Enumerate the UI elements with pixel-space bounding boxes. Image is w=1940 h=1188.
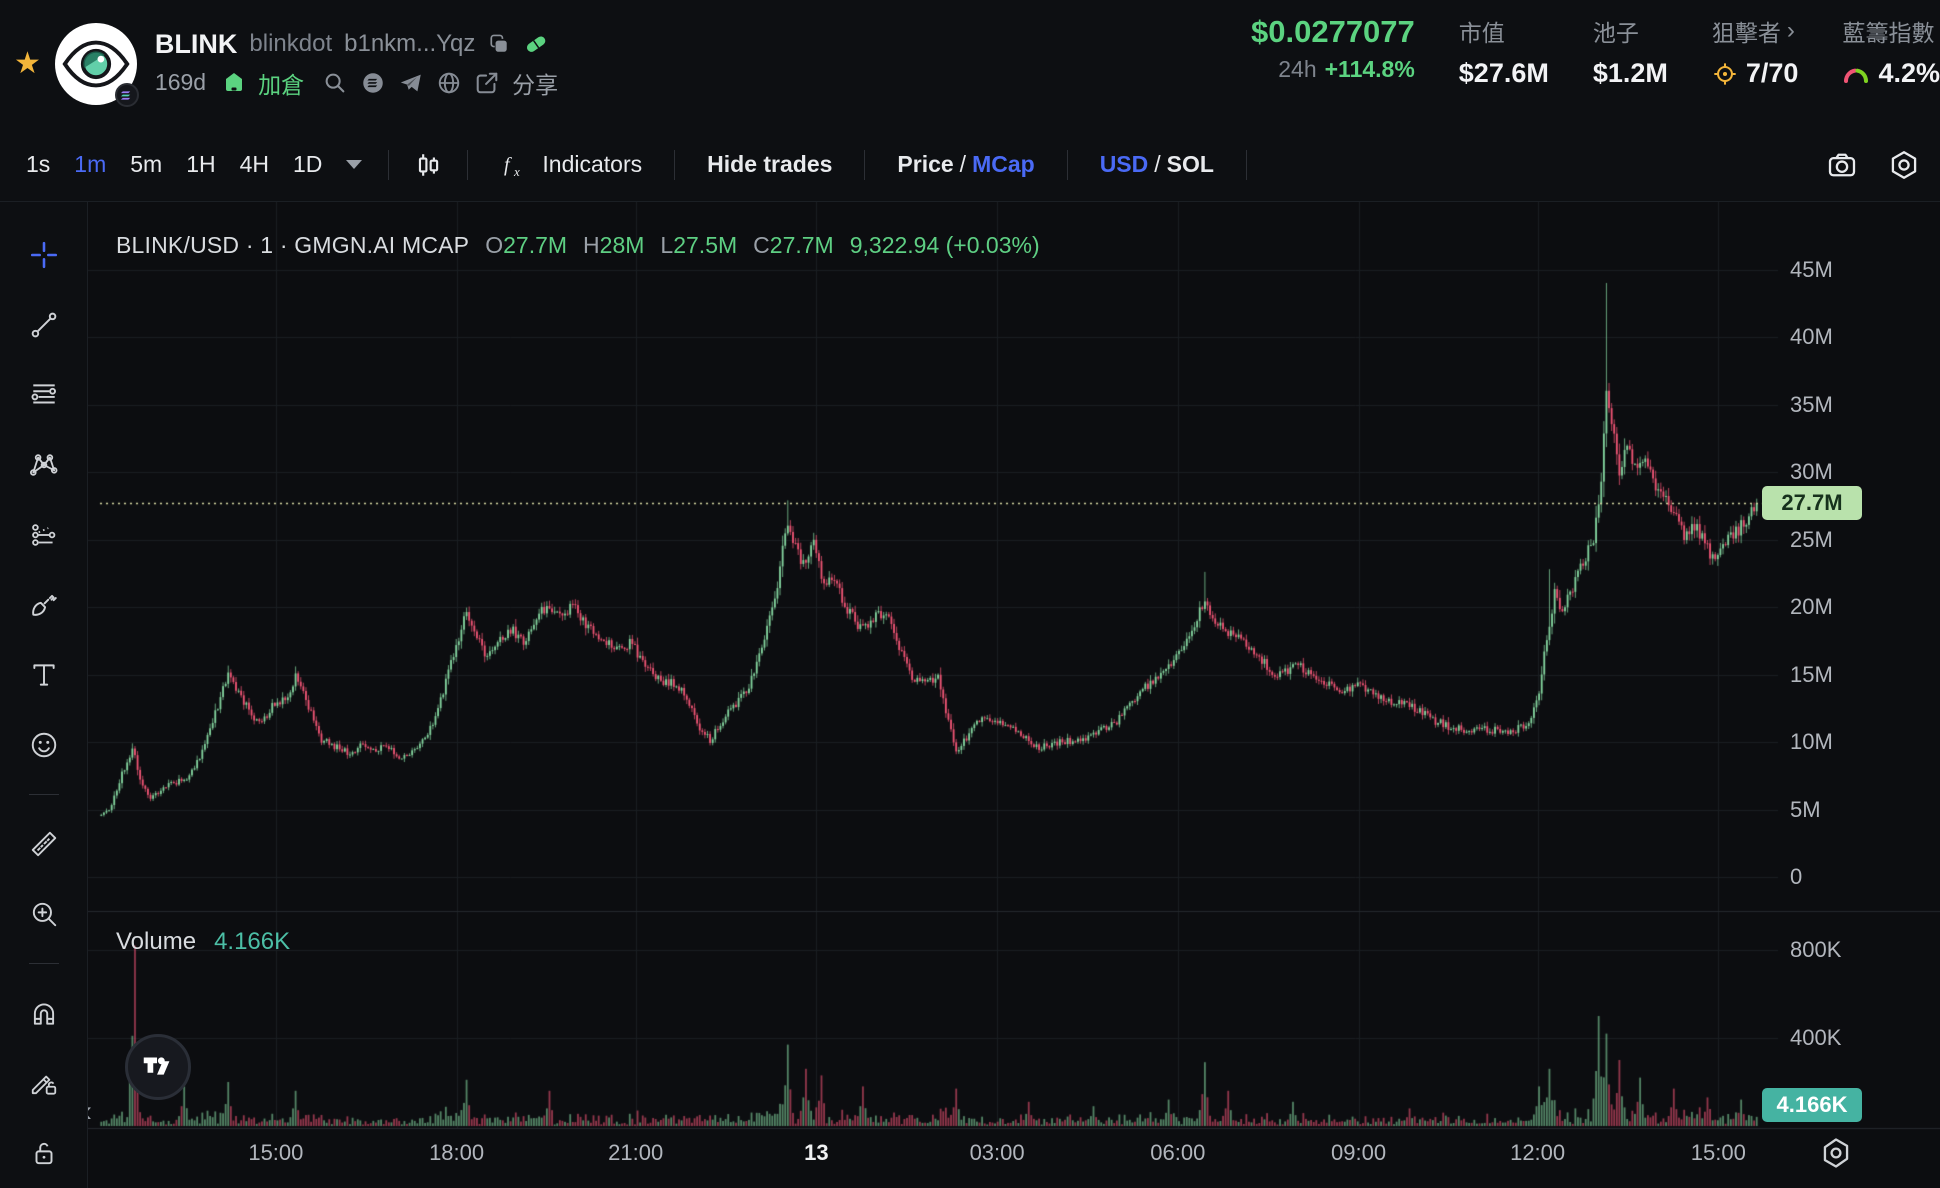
- tool-xabcd-pattern-icon[interactable]: [21, 442, 67, 488]
- token-age: 169d: [154, 69, 207, 95]
- interval-5m[interactable]: 5m: [130, 151, 163, 177]
- token-header: ★ BLINK blinkdot b1nkm...Yqz: [0, 0, 1940, 128]
- add-position-label[interactable]: 加倉: [258, 71, 305, 98]
- price-tick: 0: [1790, 864, 1803, 889]
- interval-caret-icon[interactable]: [346, 160, 363, 169]
- tradingview-logo[interactable]: [125, 1034, 191, 1100]
- tool-projection-icon[interactable]: [21, 512, 67, 558]
- interval-1H[interactable]: 1H: [186, 151, 216, 177]
- price-tick: 45M: [1790, 256, 1833, 282]
- favorite-star-icon[interactable]: ★: [14, 47, 41, 80]
- hide-trades-button[interactable]: Hide trades: [707, 151, 833, 177]
- sniper-target-icon: [1714, 62, 1736, 85]
- stat-pool: 池子 $1.2M: [1592, 20, 1668, 88]
- chart-legend: BLINK/USD · 1 · GMGN.AI MCAP O27.7M H28M…: [116, 232, 1040, 258]
- tool-crosshair-icon[interactable]: [21, 232, 67, 278]
- current-price-badge: 27.7M: [1762, 486, 1862, 520]
- solana-chain-badge: [114, 83, 139, 107]
- tool-zoom-in-icon[interactable]: [21, 891, 67, 937]
- time-tick: 13: [804, 1140, 829, 1165]
- share-icon[interactable]: [474, 70, 500, 96]
- price-tick: 5M: [1790, 796, 1821, 822]
- tool-text-icon[interactable]: [21, 652, 67, 698]
- price-tick: 15M: [1790, 661, 1833, 687]
- price-mcap-toggle[interactable]: Price / MCap: [897, 151, 1035, 177]
- eye-logo-icon: [62, 40, 130, 88]
- candle-style-icon[interactable]: [409, 148, 447, 182]
- time-tick: 15:00: [248, 1140, 304, 1165]
- price-tick: 40M: [1790, 324, 1833, 349]
- token-name: blinkdot: [249, 30, 333, 57]
- tool-ruler-icon[interactable]: [21, 821, 67, 867]
- legend-change: 9,322.94 (+0.03%): [849, 232, 1040, 258]
- volume-legend: Volume 4.166K: [116, 928, 291, 955]
- svg-text:f: f: [504, 154, 512, 176]
- contract-address[interactable]: b1nkm...Yqz: [344, 30, 476, 57]
- share-label[interactable]: 分享: [512, 71, 559, 98]
- solana-doc-icon[interactable]: [360, 70, 386, 96]
- stat-marketcap: 市值 $27.6M: [1458, 20, 1549, 88]
- collapse-chevron-icon[interactable]: ‹: [88, 1095, 92, 1129]
- interval-1D[interactable]: 1D: [293, 151, 323, 177]
- legend-symbol: BLINK/USD · 1 · GMGN.AI MCAP: [116, 232, 470, 258]
- tool-brush-icon[interactable]: [21, 582, 67, 628]
- token-price: $0.0277077: [1251, 14, 1415, 49]
- tool-divider: [28, 794, 59, 795]
- chart-region: BLINK/USD · 1 · GMGN.AI MCAP O27.7M H28M…: [88, 202, 1940, 1188]
- tool-trend-line-icon[interactable]: [21, 302, 67, 348]
- price-volume-chart-canvas[interactable]: [88, 202, 1940, 1188]
- search-icon[interactable]: [322, 70, 348, 96]
- chart-settings-icon[interactable]: [1888, 149, 1920, 181]
- tool-emoji-icon[interactable]: [21, 722, 67, 768]
- time-tick: 03:00: [969, 1140, 1025, 1165]
- volume-tick: 400K: [1790, 1025, 1842, 1050]
- price-tick: 30M: [1790, 459, 1833, 484]
- change-24h: 24h +114.8%: [1278, 56, 1415, 82]
- stat-snipers[interactable]: 狙擊者 › 7/70: [1711, 17, 1799, 88]
- tool-magnet-icon[interactable]: [21, 990, 67, 1036]
- price-tick: 20M: [1790, 594, 1833, 619]
- chevron-right-icon: ›: [1786, 17, 1795, 44]
- stat-bluechip: 藍籌指數 4.2%: [1842, 20, 1940, 88]
- interval-1m[interactable]: 1m: [74, 151, 107, 177]
- interval-1s[interactable]: 1s: [26, 151, 51, 177]
- interval-group: 1s 1m 5m 1H 4H 1D: [14, 145, 334, 184]
- interval-4H[interactable]: 4H: [239, 151, 270, 177]
- time-tick: 18:00: [429, 1140, 485, 1165]
- time-tick: 09:00: [1331, 1140, 1387, 1165]
- tool-lock-all-icon[interactable]: [21, 1130, 67, 1176]
- bluechip-gauge-icon: [1844, 68, 1869, 83]
- price-tick: 35M: [1790, 391, 1833, 417]
- drawing-tools-sidebar: [0, 202, 88, 1188]
- add-position-icon: [222, 71, 246, 95]
- pill-icon[interactable]: [523, 31, 549, 57]
- telegram-icon[interactable]: [398, 70, 424, 96]
- usd-sol-toggle[interactable]: USD / SOL: [1099, 151, 1214, 177]
- axis-settings-hexagon-icon[interactable]: [1818, 1135, 1854, 1176]
- time-tick: 12:00: [1510, 1140, 1566, 1165]
- copy-icon[interactable]: [487, 32, 511, 56]
- globe-icon[interactable]: [436, 70, 462, 96]
- price-tick: 25M: [1790, 526, 1833, 552]
- token-avatar[interactable]: [54, 23, 139, 107]
- camera-icon[interactable]: [1826, 149, 1858, 181]
- svg-text:x: x: [513, 164, 520, 179]
- time-tick: 21:00: [608, 1140, 664, 1165]
- volume-tick: 800K: [1790, 937, 1842, 962]
- time-tick: 15:00: [1690, 1140, 1746, 1165]
- time-tick: 06:00: [1150, 1140, 1206, 1165]
- token-symbol: BLINK: [154, 28, 238, 59]
- current-volume-badge: 4.166K: [1762, 1088, 1862, 1122]
- price-tick: 10M: [1790, 729, 1833, 754]
- tool-fib-lines-icon[interactable]: [21, 372, 67, 418]
- tool-drawing-lock-icon[interactable]: [21, 1060, 67, 1106]
- tool-divider: [28, 963, 59, 964]
